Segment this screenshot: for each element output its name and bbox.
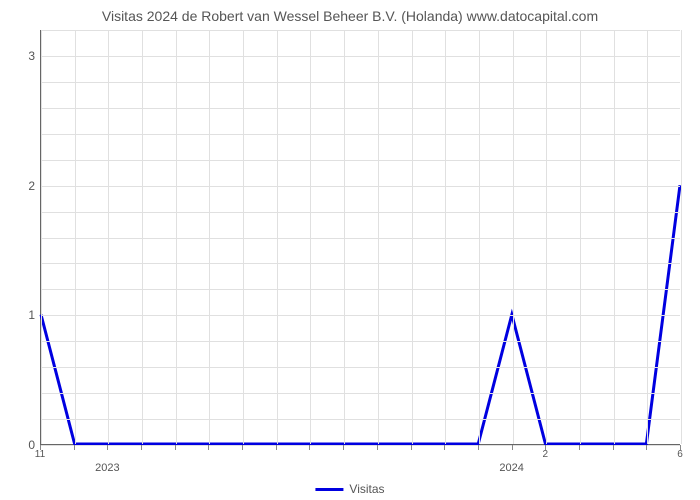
grid-line-h-minor bbox=[41, 341, 680, 342]
x-tick-mark bbox=[512, 445, 513, 450]
grid-line-v bbox=[209, 30, 210, 444]
x-tick-mark bbox=[309, 445, 310, 450]
x-tick-mark bbox=[141, 445, 142, 450]
chart-title: Visitas 2024 de Robert van Wessel Beheer… bbox=[0, 0, 700, 24]
grid-line-v bbox=[243, 30, 244, 444]
x-tick-mark bbox=[444, 445, 445, 450]
x-tick-mark bbox=[242, 445, 243, 450]
y-tick-label: 2 bbox=[28, 179, 35, 193]
legend-label: Visitas bbox=[349, 482, 384, 496]
x-year-label: 2023 bbox=[95, 462, 119, 474]
grid-line-v bbox=[41, 30, 42, 444]
grid-line-h-minor bbox=[41, 393, 680, 394]
grid-line-v bbox=[681, 30, 682, 444]
grid-line-v bbox=[108, 30, 109, 444]
grid-line-h-minor bbox=[41, 238, 680, 239]
grid-line-h bbox=[41, 315, 680, 316]
x-tick-mark bbox=[276, 445, 277, 450]
grid-line-v bbox=[546, 30, 547, 444]
y-tick-label: 1 bbox=[28, 308, 35, 322]
x-tick-mark bbox=[646, 445, 647, 450]
grid-line-h bbox=[41, 445, 680, 446]
x-tick-mark bbox=[579, 445, 580, 450]
grid-line-h bbox=[41, 186, 680, 187]
grid-line-v bbox=[479, 30, 480, 444]
grid-line-v bbox=[142, 30, 143, 444]
grid-line-v bbox=[176, 30, 177, 444]
legend: Visitas bbox=[315, 482, 384, 496]
grid-line-h-minor bbox=[41, 82, 680, 83]
x-tick-mark bbox=[107, 445, 108, 450]
x-tick-mark bbox=[343, 445, 344, 450]
x-year-label: 2024 bbox=[499, 462, 523, 474]
grid-line-v bbox=[580, 30, 581, 444]
x-tick-mark bbox=[74, 445, 75, 450]
grid-line-v bbox=[277, 30, 278, 444]
chart-container: Visitas 2024 de Robert van Wessel Beheer… bbox=[0, 0, 700, 500]
x-tick-mark bbox=[613, 445, 614, 450]
grid-line-v bbox=[310, 30, 311, 444]
x-tick-label: 11 bbox=[35, 449, 45, 460]
grid-line-v bbox=[513, 30, 514, 444]
legend-line-icon bbox=[315, 488, 343, 491]
grid-line-v bbox=[378, 30, 379, 444]
x-tick-label: 6 bbox=[677, 449, 683, 460]
x-tick-mark bbox=[208, 445, 209, 450]
x-tick-mark bbox=[175, 445, 176, 450]
grid-line-v bbox=[445, 30, 446, 444]
grid-line-h bbox=[41, 56, 680, 57]
grid-line-h-minor bbox=[41, 30, 680, 31]
x-tick-mark bbox=[411, 445, 412, 450]
x-tick-label: 2 bbox=[542, 449, 548, 460]
grid-line-v bbox=[344, 30, 345, 444]
grid-line-v bbox=[75, 30, 76, 444]
grid-line-h-minor bbox=[41, 160, 680, 161]
grid-line-h-minor bbox=[41, 134, 680, 135]
grid-line-h-minor bbox=[41, 263, 680, 264]
grid-line-h-minor bbox=[41, 419, 680, 420]
y-tick-label: 3 bbox=[28, 49, 35, 63]
grid-line-v bbox=[647, 30, 648, 444]
x-tick-mark bbox=[478, 445, 479, 450]
grid-line-h-minor bbox=[41, 212, 680, 213]
grid-line-v bbox=[614, 30, 615, 444]
grid-line-h-minor bbox=[41, 367, 680, 368]
x-tick-mark bbox=[377, 445, 378, 450]
grid-line-h-minor bbox=[41, 289, 680, 290]
plot-area bbox=[40, 30, 680, 445]
grid-line-h-minor bbox=[41, 108, 680, 109]
grid-line-v bbox=[412, 30, 413, 444]
